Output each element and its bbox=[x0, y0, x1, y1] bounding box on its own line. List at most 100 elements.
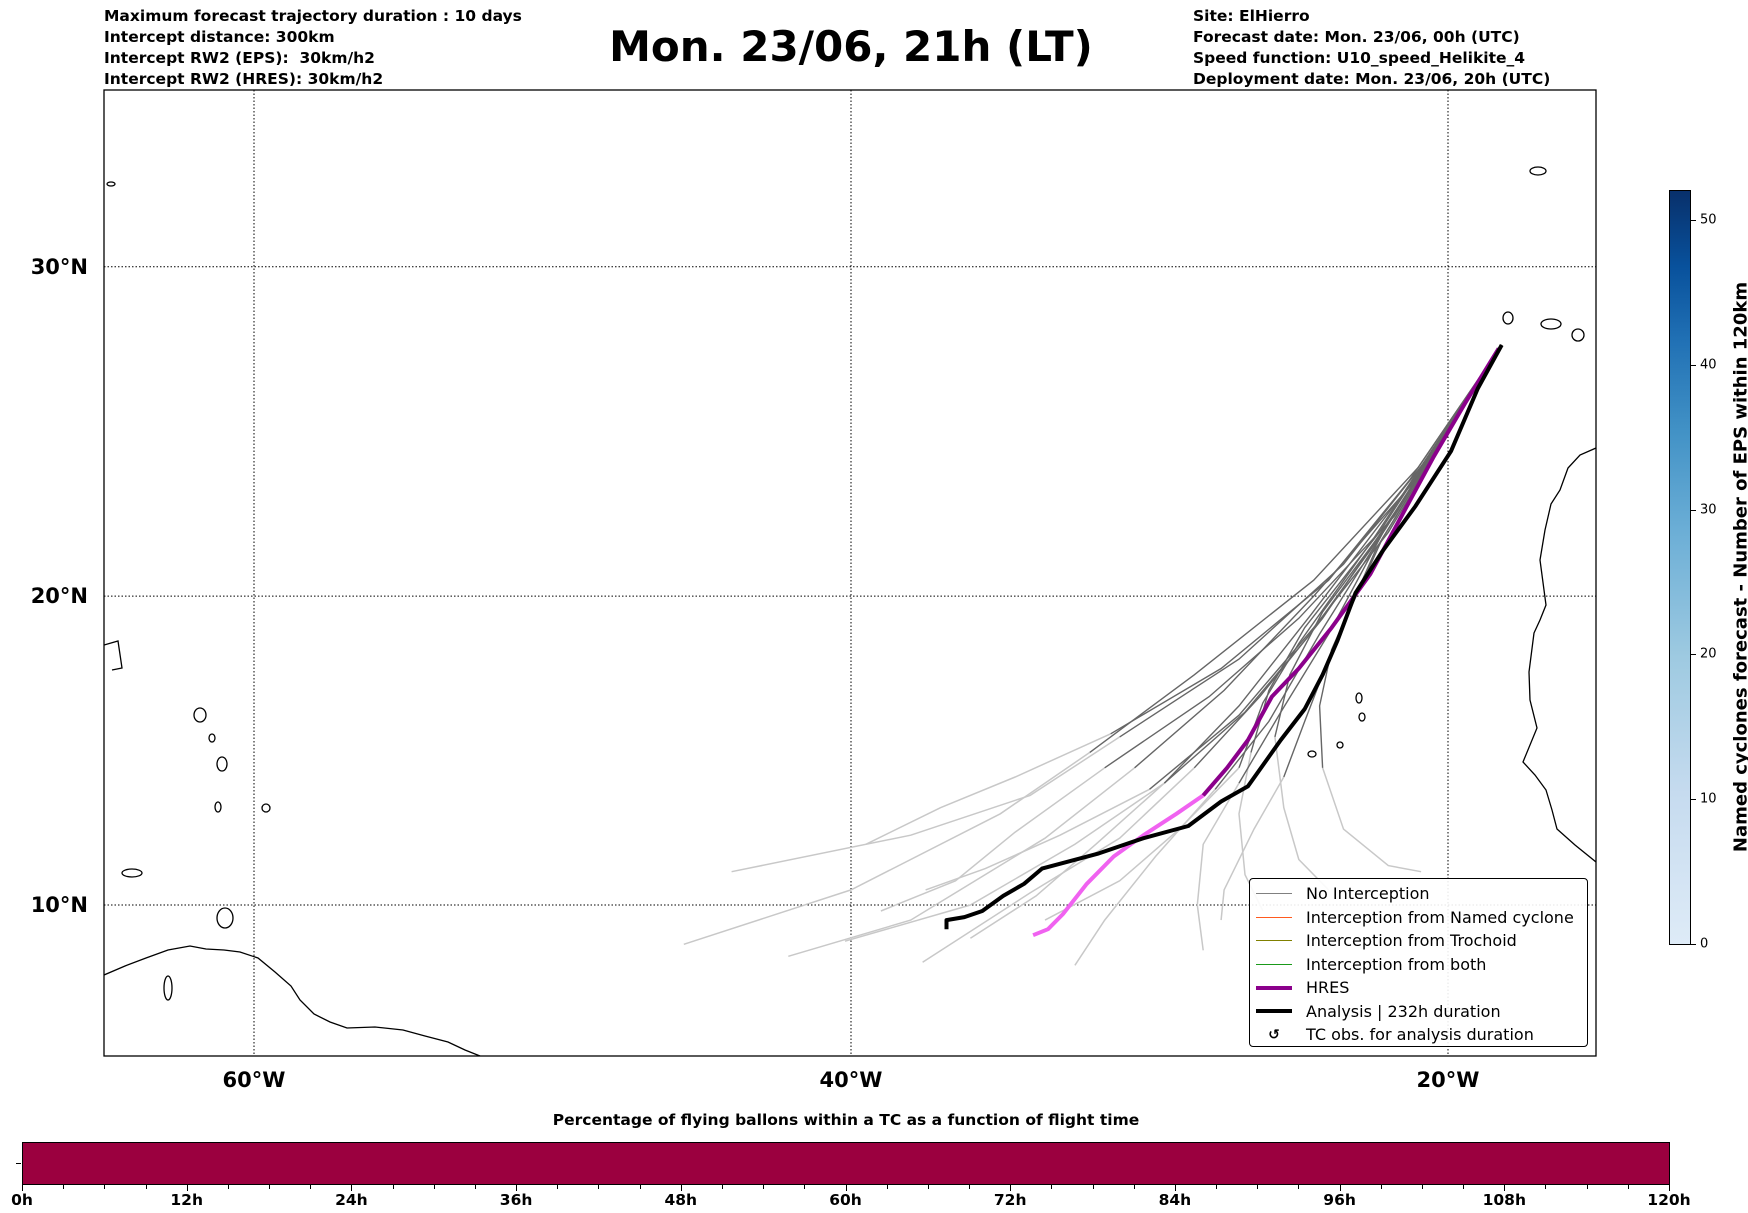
ensemble-track-late bbox=[880, 767, 1106, 912]
lon-tick-label: 40°W bbox=[819, 1068, 883, 1092]
legend-label: HRES bbox=[1306, 978, 1350, 997]
bar-major-tick bbox=[351, 1185, 353, 1191]
bar-minor-tick bbox=[1380, 1185, 1382, 1189]
ensemble-track-no-interception bbox=[1163, 344, 1503, 784]
colorbar bbox=[1669, 190, 1691, 945]
bar-major-tick bbox=[1339, 1185, 1341, 1191]
bar-minor-tick bbox=[474, 1185, 476, 1189]
map-frame bbox=[103, 89, 1597, 1057]
island-lesser-antilles bbox=[261, 803, 271, 813]
lat-tick-label: 30°N bbox=[30, 254, 88, 279]
bar-minor-tick bbox=[310, 1185, 312, 1189]
colorbar-tick bbox=[1691, 654, 1696, 656]
bar-tick-label: 36h bbox=[499, 1191, 533, 1209]
ensemble-track-late bbox=[922, 767, 1195, 963]
bar-minor-tick bbox=[1257, 1185, 1259, 1189]
island-cape-verde bbox=[1336, 741, 1344, 749]
bar-major-tick bbox=[1669, 1185, 1670, 1191]
bar-minor-tick bbox=[392, 1185, 394, 1189]
legend-no-interception: No Interception bbox=[1250, 882, 1430, 905]
trajectories bbox=[683, 344, 1504, 966]
legend-label: No Interception bbox=[1306, 884, 1430, 903]
coast-south-america bbox=[104, 945, 481, 1056]
bar-tick-label: 84h bbox=[1158, 1191, 1192, 1209]
bar-minor-tick bbox=[1586, 1185, 1588, 1189]
bar-minor-tick bbox=[927, 1185, 929, 1189]
island-cape-verde bbox=[1307, 750, 1317, 758]
legend-tc-obs: ↺ TC obs. for analysis duration bbox=[1250, 1023, 1534, 1046]
bar-minor-tick bbox=[721, 1185, 723, 1189]
bar-minor-tick bbox=[1133, 1185, 1135, 1189]
intercept-distance-text: Intercept distance: 300km bbox=[104, 28, 335, 46]
island-lesser-antilles bbox=[216, 756, 228, 772]
main-title: Mon. 23/06, 21h (LT) bbox=[609, 22, 1093, 71]
ensemble-track-late bbox=[925, 788, 1150, 891]
island-lesser-antilles bbox=[193, 707, 207, 723]
bar-minor-tick bbox=[1627, 1185, 1629, 1189]
ensemble-track-late bbox=[1321, 767, 1422, 873]
header-info-left: Maximum forecast trajectory duration : 1… bbox=[104, 6, 522, 90]
legend-swatch bbox=[1256, 985, 1292, 990]
island-canary bbox=[1502, 311, 1514, 325]
percentage-bar-title: Percentage of flying ballons within a TC… bbox=[552, 1111, 1140, 1129]
analysis-track bbox=[944, 344, 1504, 930]
island-cape-verde bbox=[1358, 712, 1366, 722]
bar-minor-tick bbox=[804, 1185, 806, 1189]
lat-tick-label: 10°N bbox=[30, 893, 88, 917]
bar-major-tick bbox=[845, 1185, 847, 1191]
bar-major-tick bbox=[680, 1185, 682, 1191]
tc-obs-icon: ↺ bbox=[1268, 1026, 1280, 1043]
ensemble-track-late bbox=[1044, 767, 1240, 921]
island-lesser-antilles bbox=[214, 801, 222, 813]
bar-minor-tick bbox=[1092, 1185, 1094, 1189]
bar-minor-tick bbox=[269, 1185, 271, 1189]
bar-tick-label: 96h bbox=[1323, 1191, 1356, 1209]
legend-swatch bbox=[1256, 893, 1292, 894]
speed-function-text: Speed function: U10_speed_Helikite_4 bbox=[1193, 49, 1526, 67]
bar-minor-tick bbox=[1421, 1185, 1423, 1189]
colorbar-tick bbox=[1691, 944, 1696, 945]
ensemble-track-no-interception bbox=[1163, 344, 1503, 784]
bar-major-tick bbox=[1174, 1185, 1176, 1191]
bar-major-tick bbox=[1010, 1185, 1012, 1191]
island-cape-verde bbox=[1355, 692, 1363, 704]
bar-minor-tick bbox=[969, 1185, 971, 1189]
percentage-bar bbox=[22, 1142, 1670, 1185]
legend-swatch bbox=[1256, 963, 1292, 965]
colorbar-tick bbox=[1691, 364, 1696, 366]
bar-minor-tick bbox=[227, 1185, 229, 1189]
legend-label: Interception from Trochoid bbox=[1306, 931, 1517, 950]
bar-y-tick bbox=[16, 1163, 21, 1164]
island-caribbean bbox=[163, 975, 173, 1001]
header-info-right: Site: ElHierro Forecast date: Mon. 23/06… bbox=[1193, 6, 1550, 90]
island-caribbean bbox=[121, 868, 143, 878]
bar-tick-label: 12h bbox=[170, 1191, 203, 1209]
ensemble-track-late bbox=[844, 782, 1165, 942]
legend-both: Interception from both bbox=[1250, 953, 1486, 976]
bar-tick-label: 48h bbox=[664, 1191, 698, 1209]
island-bermuda bbox=[106, 181, 116, 187]
map-gridlines bbox=[104, 90, 1596, 1056]
legend-swatch bbox=[1256, 916, 1292, 918]
island-canary bbox=[1571, 328, 1585, 342]
bar-minor-tick bbox=[104, 1185, 106, 1189]
bar-tick-label: 24h bbox=[335, 1191, 368, 1209]
ensemble-track-late bbox=[1220, 776, 1285, 921]
bar-minor-tick bbox=[1051, 1185, 1053, 1189]
island-lesser-antilles bbox=[208, 733, 216, 743]
ensemble-track-no-interception bbox=[1110, 344, 1503, 735]
ensemble-track-late bbox=[1274, 736, 1330, 891]
bar-minor-tick bbox=[763, 1185, 765, 1189]
ensemble-track-late bbox=[788, 767, 1136, 958]
legend-swatch bbox=[1256, 940, 1292, 941]
colorbar-tick-label: 50 bbox=[1700, 212, 1717, 228]
bar-major-tick bbox=[1504, 1185, 1506, 1191]
ensemble-track-late bbox=[1196, 782, 1240, 951]
bar-tick-label: 108h bbox=[1482, 1191, 1526, 1209]
bar-minor-tick bbox=[1463, 1185, 1465, 1189]
bar-tick-label: 0h bbox=[11, 1191, 33, 1209]
island-trinidad bbox=[216, 907, 234, 929]
coast-caribbean-arc bbox=[104, 640, 123, 671]
bar-minor-tick bbox=[639, 1185, 641, 1189]
legend-label: Interception from Named cyclone bbox=[1306, 907, 1574, 927]
